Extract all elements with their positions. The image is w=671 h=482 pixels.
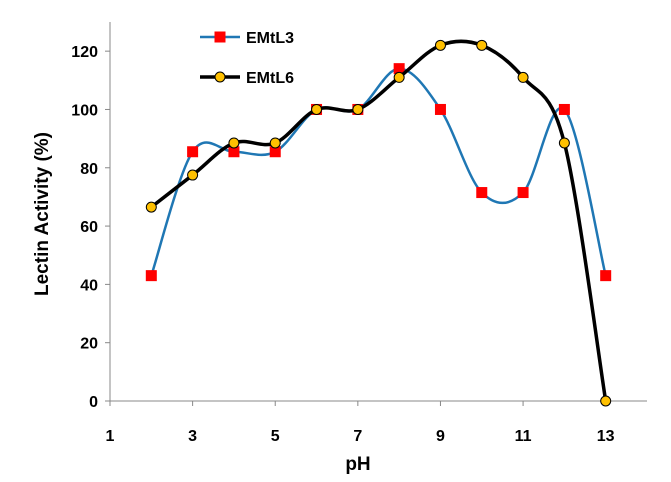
data-point-emtl6 xyxy=(393,71,405,83)
data-point-emtl3 xyxy=(145,270,157,282)
x-tick-label: 3 xyxy=(188,428,197,445)
x-ticks: 1 3 5 7 9 11 13 xyxy=(106,401,615,445)
y-tick-label: 120 xyxy=(71,44,98,61)
y-tick-label: 60 xyxy=(80,219,98,236)
series-line-emtl6 xyxy=(150,39,608,402)
y-tick-label: 0 xyxy=(89,394,98,411)
y-tick-label: 80 xyxy=(80,161,98,178)
series-emtl6 xyxy=(145,39,612,407)
data-point-emtl6 xyxy=(187,169,199,181)
data-point-emtl6 xyxy=(311,103,323,115)
legend-label-emtl3: EMtL3 xyxy=(246,30,294,47)
x-tick-label: 7 xyxy=(353,428,362,445)
x-axis-title: pH xyxy=(345,454,370,475)
data-point-emtl6 xyxy=(352,103,364,115)
y-ticks: 0 20 40 60 80 100 120 xyxy=(71,44,110,411)
data-point-emtl3 xyxy=(434,103,446,115)
data-point-emtl6 xyxy=(269,137,281,149)
x-tick-label: 1 xyxy=(106,428,115,445)
data-point-emtl3 xyxy=(476,187,488,199)
x-tick-label: 13 xyxy=(597,428,615,445)
x-tick-label: 9 xyxy=(436,428,445,445)
y-tick-label: 40 xyxy=(80,277,98,294)
data-point-emtl3 xyxy=(393,63,405,75)
data-point-emtl6 xyxy=(558,137,570,149)
series-line-emtl3 xyxy=(150,67,607,277)
data-point-emtl3 xyxy=(269,146,281,158)
data-point-emtl6 xyxy=(434,39,446,51)
data-point-emtl6 xyxy=(600,395,612,407)
data-point-emtl6 xyxy=(145,201,157,213)
data-point-emtl6 xyxy=(228,137,240,149)
y-tick-label: 20 xyxy=(80,336,98,353)
legend: EMtL3 EMtL6 xyxy=(200,30,294,87)
data-point-emtl3 xyxy=(558,103,570,115)
y-axis-title: Lectin Activity (%) xyxy=(32,132,53,296)
x-tick-label: 5 xyxy=(271,428,280,445)
legend-label-emtl6: EMtL6 xyxy=(246,70,294,87)
data-point-emtl3 xyxy=(228,146,240,158)
data-point-emtl6 xyxy=(476,39,488,51)
legend-marker-emtl3 xyxy=(214,31,226,43)
y-tick-label: 100 xyxy=(71,102,98,119)
data-point-emtl6 xyxy=(517,71,529,83)
data-point-emtl3 xyxy=(600,270,612,282)
data-point-emtl3 xyxy=(517,187,529,199)
x-tick-label: 11 xyxy=(515,428,532,445)
series-layer xyxy=(145,39,612,407)
axes xyxy=(109,22,647,402)
data-point-emtl3 xyxy=(187,146,199,158)
legend-marker-emtl6 xyxy=(214,71,226,83)
